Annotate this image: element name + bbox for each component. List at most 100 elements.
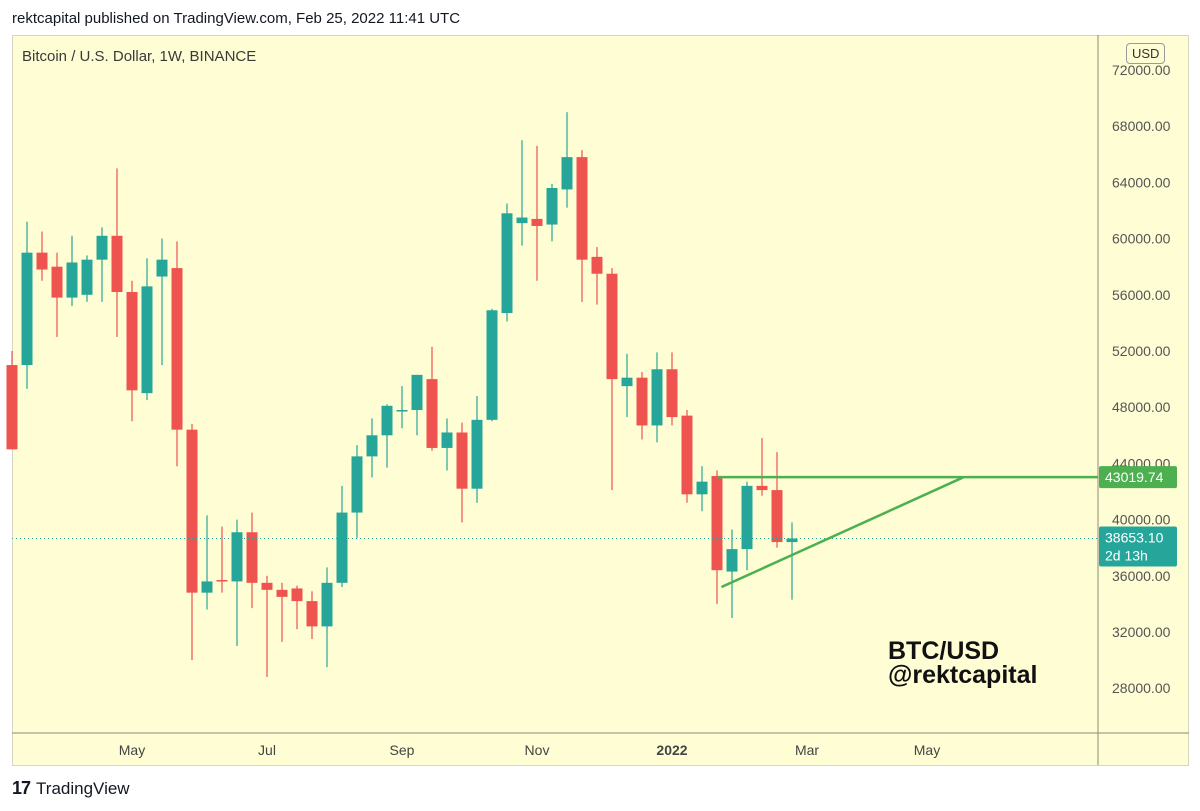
candle-body	[366, 435, 378, 457]
watermark-pair: BTC/USD	[888, 637, 999, 665]
candle-body	[141, 286, 153, 394]
candle-body	[6, 365, 18, 450]
candle[interactable]	[546, 183, 558, 242]
candle[interactable]	[186, 424, 198, 661]
candle[interactable]	[171, 241, 183, 467]
candle[interactable]	[636, 372, 648, 440]
candle-body	[426, 379, 438, 448]
candle[interactable]	[336, 485, 348, 588]
bar-countdown-text: 2d 13h	[1105, 548, 1148, 564]
x-tick-label: Nov	[525, 742, 550, 758]
candle-body	[786, 538, 798, 543]
candle-body	[96, 235, 108, 260]
candle[interactable]	[246, 512, 258, 609]
candle[interactable]	[741, 481, 753, 571]
candle[interactable]	[621, 353, 633, 418]
candle-body	[456, 432, 468, 489]
candle-body	[666, 369, 678, 418]
candle-body	[741, 485, 753, 550]
watermark-author: @rektcapital	[888, 661, 1037, 689]
currency-selector[interactable]: USD	[1126, 43, 1166, 64]
candle[interactable]	[516, 140, 528, 246]
candle-body	[201, 581, 213, 593]
candle[interactable]	[366, 418, 378, 478]
brand-name: TradingView	[36, 778, 130, 798]
candle[interactable]	[81, 255, 93, 302]
candle[interactable]	[561, 112, 573, 208]
y-tick-label: 68000.00	[1112, 118, 1171, 134]
candle[interactable]	[6, 351, 18, 450]
candle[interactable]	[606, 268, 618, 491]
candle[interactable]	[771, 452, 783, 548]
candle-body	[606, 273, 618, 380]
candle-body	[696, 481, 708, 495]
candle[interactable]	[786, 522, 798, 600]
candle[interactable]	[591, 247, 603, 305]
candle[interactable]	[66, 235, 78, 307]
candle-body	[21, 252, 33, 366]
candle-body	[636, 377, 648, 426]
candle[interactable]	[156, 238, 168, 366]
candle-body	[81, 259, 93, 295]
candle[interactable]	[576, 150, 588, 302]
candle[interactable]	[21, 221, 33, 389]
candle-body	[711, 476, 723, 571]
candle[interactable]	[426, 346, 438, 451]
candle[interactable]	[681, 410, 693, 503]
candle[interactable]	[36, 231, 48, 281]
candle-body	[321, 582, 333, 627]
candle[interactable]	[471, 395, 483, 503]
candle[interactable]	[141, 258, 153, 401]
candle[interactable]	[396, 386, 408, 429]
candle[interactable]	[531, 145, 543, 281]
candle[interactable]	[126, 280, 138, 422]
candle-body	[651, 369, 663, 426]
candle[interactable]	[261, 575, 273, 677]
candle[interactable]	[411, 374, 423, 436]
x-tick-label: May	[914, 742, 940, 758]
candle[interactable]	[456, 422, 468, 523]
candle[interactable]	[651, 352, 663, 443]
candle-body	[411, 374, 423, 411]
candle[interactable]	[306, 591, 318, 640]
candle[interactable]	[201, 515, 213, 610]
candle-body	[486, 310, 498, 420]
candle[interactable]	[276, 582, 288, 642]
candle-body	[171, 268, 183, 430]
footer-brand: 17 TradingView	[12, 778, 130, 799]
candle-body	[396, 410, 408, 412]
y-tick-label: 72000.00	[1112, 62, 1171, 78]
x-tick-label: Mar	[795, 742, 819, 758]
candle-body	[381, 405, 393, 436]
candle[interactable]	[666, 352, 678, 426]
candle[interactable]	[291, 585, 303, 630]
candle-body	[501, 213, 513, 314]
candle[interactable]	[501, 203, 513, 322]
candle[interactable]	[381, 404, 393, 468]
chart-area[interactable]	[12, 35, 1189, 766]
ascending-trendline[interactable]	[720, 476, 964, 589]
candle[interactable]	[486, 308, 498, 422]
candle[interactable]	[441, 418, 453, 471]
candle-body	[216, 580, 228, 582]
candle[interactable]	[321, 567, 333, 668]
tradingview-logo-icon: 17	[12, 778, 31, 798]
candle[interactable]	[756, 438, 768, 496]
current-price-badge	[1099, 526, 1177, 567]
y-tick-label: 40000.00	[1112, 512, 1171, 528]
candle[interactable]	[231, 519, 243, 647]
candle[interactable]	[726, 529, 738, 618]
candle[interactable]	[111, 168, 123, 337]
candle-body	[621, 377, 633, 387]
x-tick-label: Jul	[258, 742, 276, 758]
candle[interactable]	[51, 252, 63, 337]
candle[interactable]	[351, 445, 363, 538]
candle-body	[441, 432, 453, 448]
candle[interactable]	[96, 227, 108, 302]
y-tick-label: 52000.00	[1112, 343, 1171, 359]
candle-body	[261, 582, 273, 590]
candle[interactable]	[216, 526, 228, 593]
candle[interactable]	[696, 466, 708, 512]
candle[interactable]	[711, 470, 723, 604]
